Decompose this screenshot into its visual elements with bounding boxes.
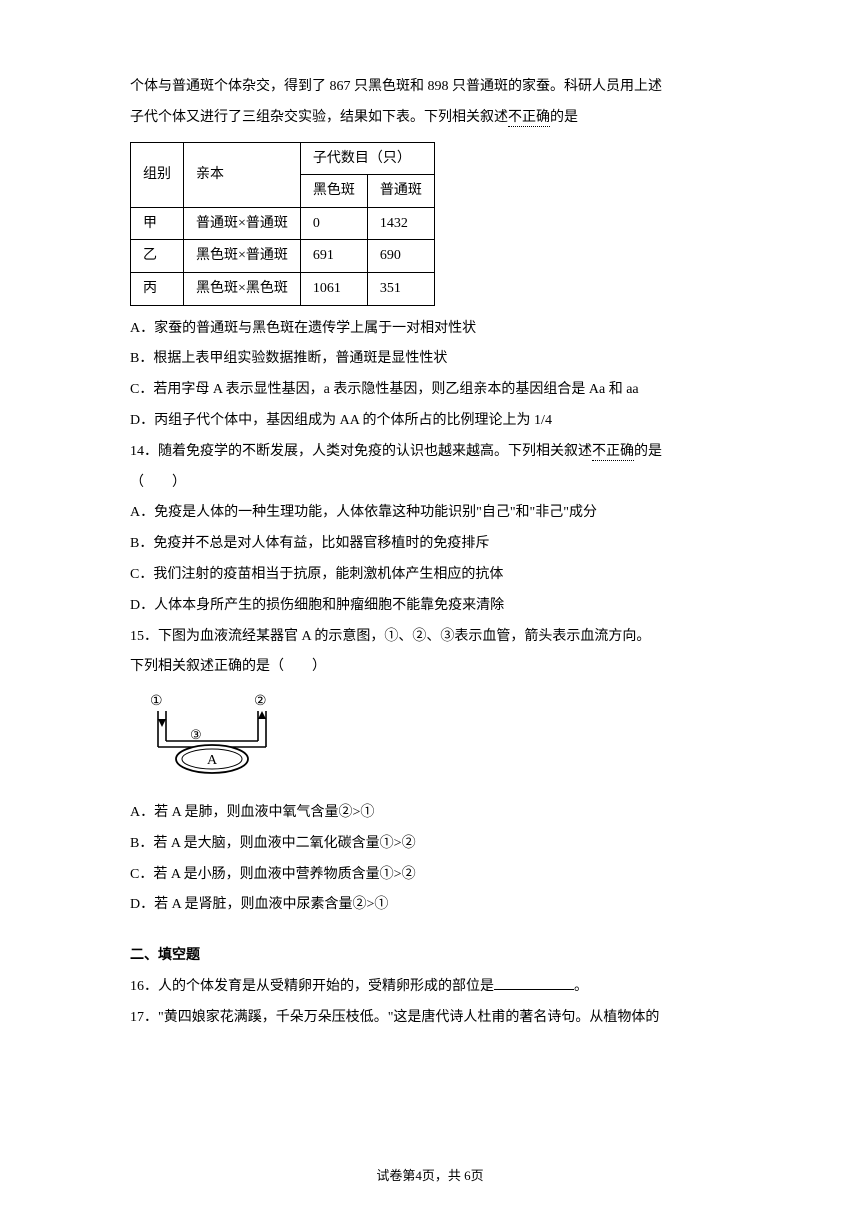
q14-option-b: B．免疫并不总是对人体有益，比如器官移植时的免疫排斥	[130, 529, 730, 560]
cell-parent: 黑色斑×普通斑	[184, 240, 301, 273]
cell-normal: 351	[367, 272, 434, 305]
q14-stem-suffix: 的是	[634, 444, 662, 459]
q14-option-d: D．人体本身所产生的损伤细胞和肿瘤细胞不能靠免疫来清除	[130, 591, 730, 622]
section-2-title: 二、填空题	[130, 941, 730, 972]
intro-line-2-underlined: 不正确	[508, 110, 550, 127]
q16: 16．人的个体发育是从受精卵开始的，受精卵形成的部位是 。	[130, 972, 730, 1003]
diagram-label-3: ③	[190, 727, 202, 742]
th-black: 黑色斑	[300, 175, 367, 208]
q13-option-d: D．丙组子代个体中，基因组成为 AA 的个体所占的比例理论上为 1/4	[130, 406, 730, 437]
q15-option-a: A．若 A 是肺，则血液中氧气含量②>①	[130, 798, 730, 829]
cell-parent: 黑色斑×黑色斑	[184, 272, 301, 305]
q14-stem: 14．随着免疫学的不断发展，人类对免疫的认识也越来越高。下列相关叙述不正确的是	[130, 437, 730, 468]
th-normal: 普通斑	[367, 175, 434, 208]
th-group: 组别	[131, 142, 184, 207]
diagram-label-a: A	[207, 753, 218, 768]
cell-black: 691	[300, 240, 367, 273]
cell-black: 1061	[300, 272, 367, 305]
cell-group: 乙	[131, 240, 184, 273]
q15-line-1: 15．下图为血液流经某器官 A 的示意图，①、②、③表示血管，箭头表示血流方向。	[130, 622, 730, 653]
cell-group: 丙	[131, 272, 184, 305]
q17: 17．"黄四娘家花满蹊，千朵万朵压枝低。"这是唐代诗人杜甫的著名诗句。从植物体的	[130, 1003, 730, 1034]
blood-flow-diagram: ① ② ③ A	[134, 691, 730, 792]
q16-prefix: 16．人的个体发育是从受精卵开始的，受精卵形成的部位是	[130, 979, 494, 994]
q16-suffix: 。	[574, 979, 588, 994]
cell-normal: 690	[367, 240, 434, 273]
q14-option-c: C．我们注射的疫苗相当于抗原，能刺激机体产生相应的抗体	[130, 560, 730, 591]
table-row: 丙 黑色斑×黑色斑 1061 351	[131, 272, 435, 305]
cell-parent: 普通斑×普通斑	[184, 207, 301, 240]
q15-option-d: D．若 A 是肾脏，则血液中尿素含量②>①	[130, 890, 730, 921]
q15-line-2: 下列相关叙述正确的是（ ）	[130, 652, 730, 683]
th-offspring: 子代数目（只）	[300, 142, 434, 175]
genetics-table: 组别 亲本 子代数目（只） 黑色斑 普通斑 甲 普通斑×普通斑 0 1432 乙…	[130, 142, 435, 306]
intro-line-1: 个体与普通斑个体杂交，得到了 867 只黑色斑和 898 只普通斑的家蚕。科研人…	[130, 72, 730, 103]
table-row: 乙 黑色斑×普通斑 691 690	[131, 240, 435, 273]
q13-option-b: B．根据上表甲组实验数据推断，普通斑是显性性状	[130, 344, 730, 375]
q14-paren: （ ）	[130, 468, 730, 499]
intro-line-2-suffix: 的是	[550, 110, 578, 125]
cell-black: 0	[300, 207, 367, 240]
page-footer: 试卷第4页，共 6页	[0, 1168, 860, 1184]
q14-stem-underlined: 不正确	[592, 444, 634, 461]
q15-option-c: C．若 A 是小肠，则血液中营养物质含量①>②	[130, 860, 730, 891]
cell-normal: 1432	[367, 207, 434, 240]
table-row: 甲 普通斑×普通斑 0 1432	[131, 207, 435, 240]
q13-option-a: A．家蚕的普通斑与黑色斑在遗传学上属于一对相对性状	[130, 314, 730, 345]
th-parent: 亲本	[184, 142, 301, 207]
cell-group: 甲	[131, 207, 184, 240]
q14-stem-prefix: 14．随着免疫学的不断发展，人类对免疫的认识也越来越高。下列相关叙述	[130, 444, 592, 459]
intro-line-2-prefix: 子代个体又进行了三组杂交实验，结果如下表。下列相关叙述	[130, 110, 508, 125]
q16-blank	[494, 976, 574, 990]
q13-option-c: C．若用字母 A 表示显性基因，a 表示隐性基因，则乙组亲本的基因组合是 Aa …	[130, 375, 730, 406]
diagram-label-2: ②	[254, 694, 267, 709]
q15-option-b: B．若 A 是大脑，则血液中二氧化碳含量①>②	[130, 829, 730, 860]
diagram-label-1: ①	[150, 694, 163, 709]
intro-line-2: 子代个体又进行了三组杂交实验，结果如下表。下列相关叙述不正确的是	[130, 103, 730, 134]
q14-option-a: A．免疫是人体的一种生理功能，人体依靠这种功能识别"自己"和"非己"成分	[130, 498, 730, 529]
